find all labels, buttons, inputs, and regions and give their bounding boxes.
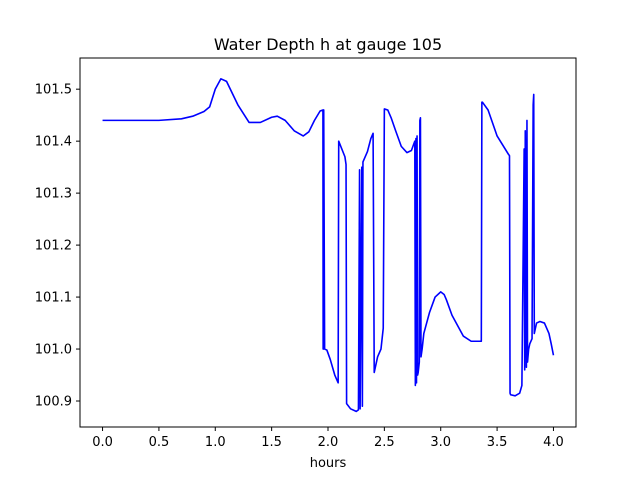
plot-area: 0.0 0.5 1.0 1.5 2.0 2.5 3.0 3.5 4.0 100.9 101.0 101… bbox=[35, 57, 577, 450]
x-tick-label: 1.5 bbox=[261, 435, 282, 450]
x-tick-label: 0.0 bbox=[92, 435, 113, 450]
chart-title: Water Depth h at gauge 105 bbox=[214, 35, 442, 54]
y-tick-label: 101.5 bbox=[35, 83, 72, 98]
series-line-0 bbox=[102, 77, 555, 413]
x-tick-label: 2.0 bbox=[318, 435, 339, 450]
y-tick-label: 101.1 bbox=[35, 291, 72, 306]
y-tick-label: 101.2 bbox=[35, 239, 72, 254]
x-axis-label: hours bbox=[310, 456, 347, 471]
x-tick-label: 0.5 bbox=[149, 435, 170, 450]
y-tick-label: 100.9 bbox=[35, 395, 72, 410]
x-tick-label: 3.5 bbox=[487, 435, 508, 450]
y-tick-label: 101.4 bbox=[35, 135, 72, 150]
x-tick-label: 3.0 bbox=[430, 435, 451, 450]
x-tick-label: 2.5 bbox=[374, 435, 395, 450]
x-tick-label: 1.0 bbox=[205, 435, 226, 450]
y-tick-label: 101.0 bbox=[35, 343, 72, 358]
x-tick-label: 4.0 bbox=[543, 435, 564, 450]
y-tick-label: 101.3 bbox=[35, 187, 72, 202]
